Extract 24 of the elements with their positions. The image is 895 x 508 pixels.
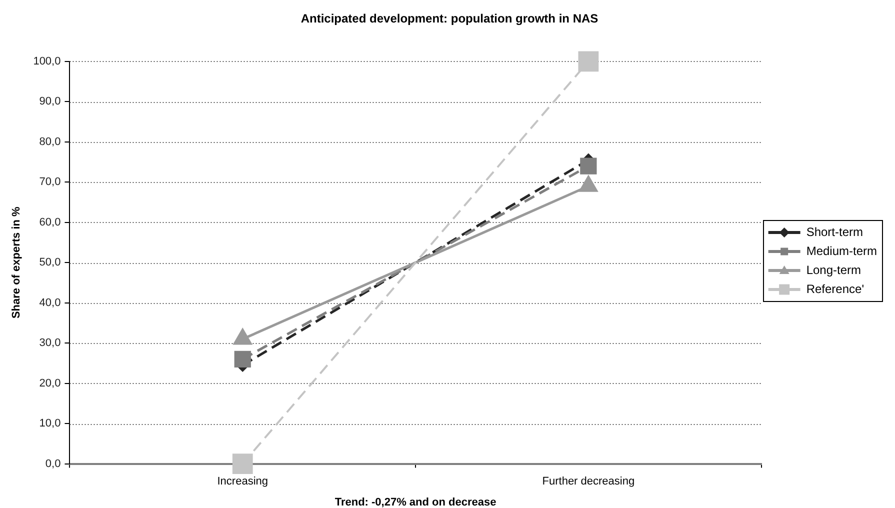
legend-label: Short-term (806, 224, 864, 239)
x-axis-title: Trend: -0,27% and on decrease (334, 496, 496, 508)
y-tick-label: 50,0 (39, 256, 61, 269)
legend-label: Reference' (806, 282, 864, 296)
y-tick-label: 30,0 (39, 337, 61, 350)
legend-label: Long-term (806, 262, 862, 277)
y-tick-label: 60,0 (39, 216, 61, 228)
y-tick-label: 70,0 (39, 176, 61, 188)
point (580, 158, 597, 174)
legend-label: Medium-term (806, 244, 878, 258)
x-tick-label: Increasing (217, 475, 268, 488)
x-tick-label: Further decreasing (542, 475, 635, 488)
point (578, 51, 599, 72)
y-axis-title: Share of experts in % (10, 206, 23, 319)
y-tick-label: 10,0 (39, 418, 61, 430)
y-tick-label: 100,0 (33, 55, 61, 68)
chart-title: Anticipated development: population growth in NAS (300, 12, 598, 26)
y-tick-label: 90,0 (39, 96, 61, 108)
y-tick-label: 80,0 (39, 136, 61, 148)
point (234, 350, 251, 368)
point (232, 454, 253, 474)
y-tick-label: 40,0 (39, 296, 61, 309)
y-tick-label: 20,0 (39, 377, 61, 390)
y-tick-label: 0,0 (45, 458, 61, 470)
